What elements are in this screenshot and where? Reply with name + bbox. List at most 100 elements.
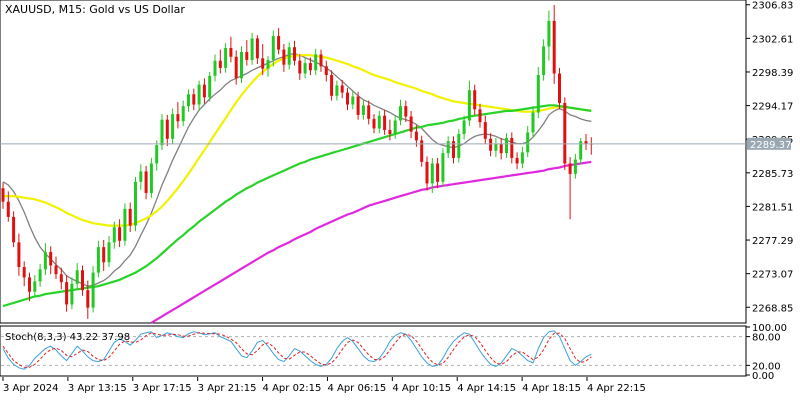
- candle: [43, 243, 47, 276]
- candle: [70, 277, 74, 310]
- candle-body: [552, 20, 556, 74]
- candle-body: [287, 47, 291, 65]
- candle-body: [425, 161, 429, 184]
- candle-body: [547, 20, 551, 47]
- candle: [393, 115, 397, 139]
- candle: [176, 102, 180, 129]
- candle: [441, 148, 445, 187]
- candle-body: [383, 115, 387, 131]
- candle-body: [361, 105, 365, 115]
- candle-body: [250, 38, 254, 60]
- candle: [165, 114, 169, 146]
- current-price-tag-bg: [747, 137, 791, 150]
- candle: [351, 91, 355, 110]
- candle: [266, 55, 270, 77]
- candle-body: [298, 60, 302, 74]
- candle-body: [65, 282, 69, 305]
- candle: [515, 152, 519, 170]
- candle: [33, 275, 37, 297]
- candle-body: [404, 106, 408, 117]
- candle: [28, 272, 31, 302]
- candle: [75, 263, 79, 291]
- candle-body: [96, 247, 100, 273]
- stoch-panel: Stoch(8,3,3) 43.22 37.98: [0, 325, 747, 377]
- candle-body: [59, 274, 63, 283]
- candle: [134, 177, 137, 232]
- candle: [314, 48, 318, 76]
- candle-body: [584, 141, 588, 144]
- candle-body: [430, 163, 434, 184]
- candle-body: [261, 58, 265, 69]
- candle-body: [118, 227, 122, 241]
- candle-body: [526, 132, 530, 153]
- candle: [245, 40, 249, 66]
- price-axis-tick-label: 2277.29: [752, 236, 793, 247]
- candle: [568, 157, 572, 220]
- candle-body: [467, 90, 471, 121]
- candle: [65, 275, 69, 312]
- candle: [542, 39, 546, 81]
- candle-body: [75, 270, 79, 284]
- candle-body: [192, 94, 196, 105]
- candle: [367, 100, 371, 125]
- candle: [584, 134, 588, 150]
- candle: [181, 100, 185, 127]
- candle-body: [573, 159, 577, 174]
- candle-body: [33, 281, 37, 292]
- candle-body: [187, 94, 190, 107]
- stoch-axis-tick-label: 100.00: [752, 323, 787, 334]
- candle: [531, 106, 535, 138]
- candle: [563, 97, 567, 170]
- candle-body: [473, 90, 477, 110]
- candle: [388, 119, 392, 141]
- candle: [255, 35, 259, 64]
- candle-body: [393, 120, 397, 135]
- candle-body: [91, 272, 95, 308]
- ma-magenta-line: [150, 160, 592, 324]
- candle: [12, 211, 16, 248]
- price-axis-tick-label: 2294.17: [752, 102, 793, 113]
- time-axis-tick-label: 4 Apr 14:15: [457, 383, 516, 394]
- candle-body: [510, 138, 514, 158]
- candle-body: [12, 216, 16, 243]
- candle: [224, 43, 228, 73]
- candle-body: [536, 75, 540, 113]
- candle: [399, 99, 402, 126]
- candle-body: [356, 96, 360, 115]
- candle: [552, 4, 556, 84]
- candle: [218, 49, 222, 74]
- candle-body: [70, 283, 74, 305]
- time-axis-tick-label: 3 Apr 21:15: [198, 383, 257, 394]
- candle-body: [128, 208, 132, 226]
- candle-body: [112, 227, 116, 243]
- candle: [520, 146, 524, 169]
- candle: [49, 246, 53, 275]
- candle-body: [149, 163, 153, 193]
- candle-body: [49, 251, 53, 266]
- candle-body: [457, 134, 461, 158]
- candle: [489, 133, 493, 157]
- candle: [96, 240, 100, 278]
- candle-body: [86, 290, 90, 308]
- candle: [155, 140, 159, 171]
- candle: [383, 110, 387, 135]
- candle-body: [324, 66, 328, 76]
- price-axis-tick-label: 2285.73: [752, 169, 793, 180]
- candle-body: [240, 51, 243, 79]
- time-axis-tick-label: 3 Apr 13:15: [68, 383, 127, 394]
- candle: [372, 114, 376, 134]
- candle: [319, 49, 323, 72]
- candle-body: [6, 201, 10, 217]
- price-axis: 2306.832302.612298.392294.172289.952285.…: [746, 1, 793, 314]
- candle-body: [505, 138, 508, 154]
- stoch-d-line: [2, 332, 592, 368]
- candle: [430, 157, 434, 193]
- candle: [38, 263, 42, 287]
- candle-body: [372, 118, 376, 129]
- price-axis-tick-label: 2302.61: [752, 34, 793, 45]
- candle-body: [171, 114, 175, 139]
- candle: [505, 133, 508, 158]
- candle: [229, 36, 233, 63]
- candle: [425, 156, 429, 191]
